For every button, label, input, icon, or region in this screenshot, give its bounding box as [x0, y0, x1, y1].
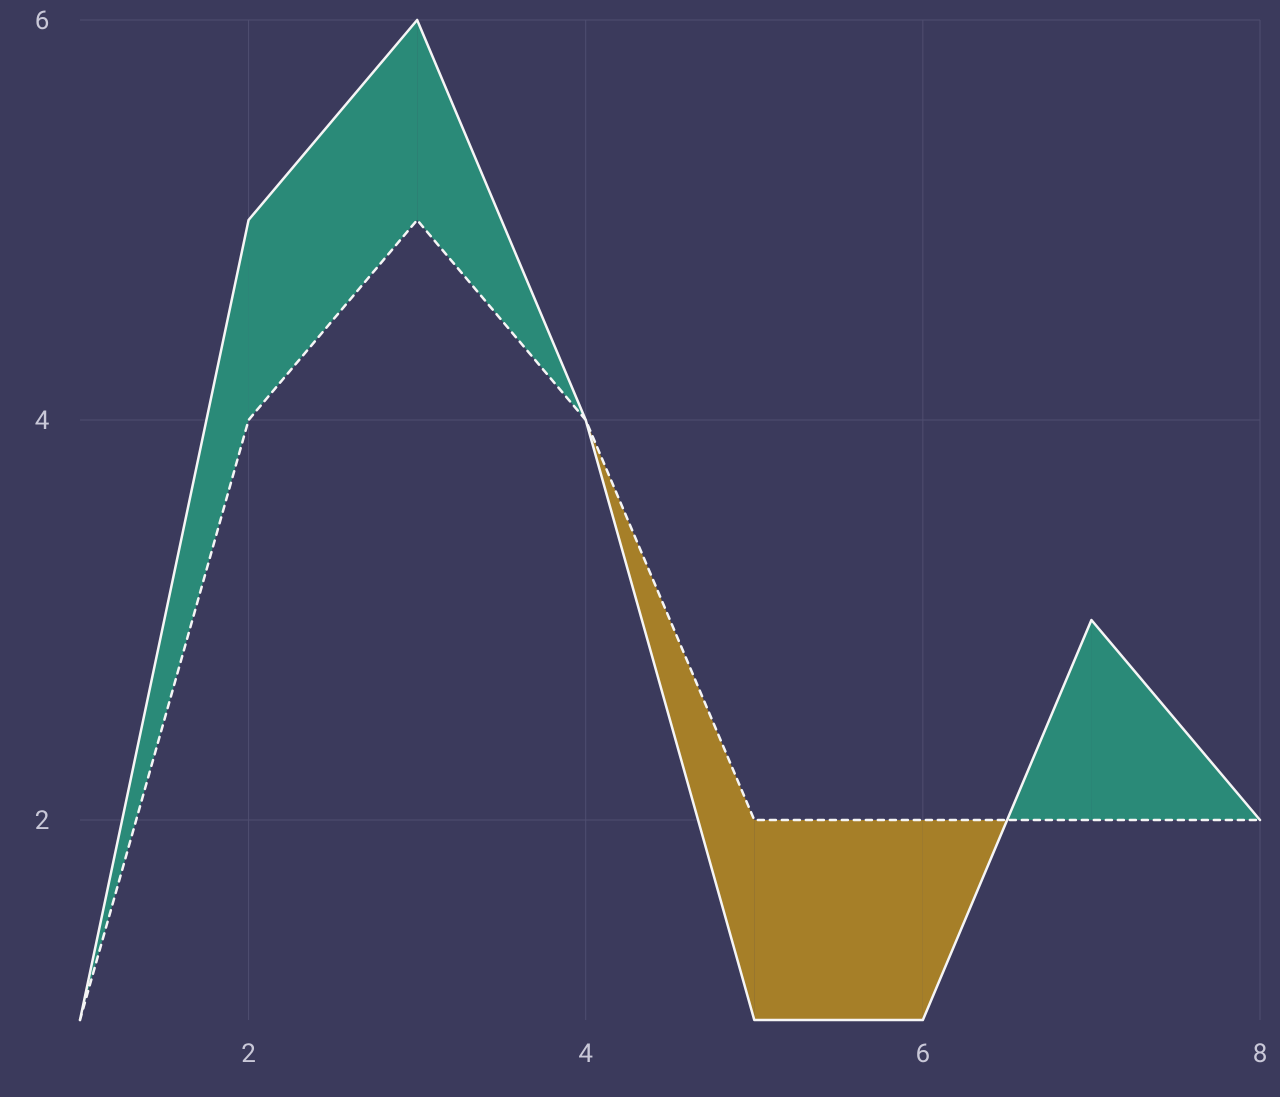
- difference-chart: 2 4 6 8 2 4 6: [0, 0, 1280, 1097]
- y-tick-label: 4: [35, 406, 50, 436]
- x-tick-label: 6: [916, 1039, 931, 1069]
- y-tick-label: 2: [35, 806, 50, 836]
- x-tick-label: 2: [241, 1039, 256, 1069]
- x-tick-label: 4: [578, 1039, 593, 1069]
- x-tick-label: 8: [1253, 1039, 1268, 1069]
- y-tick-label: 6: [35, 6, 50, 36]
